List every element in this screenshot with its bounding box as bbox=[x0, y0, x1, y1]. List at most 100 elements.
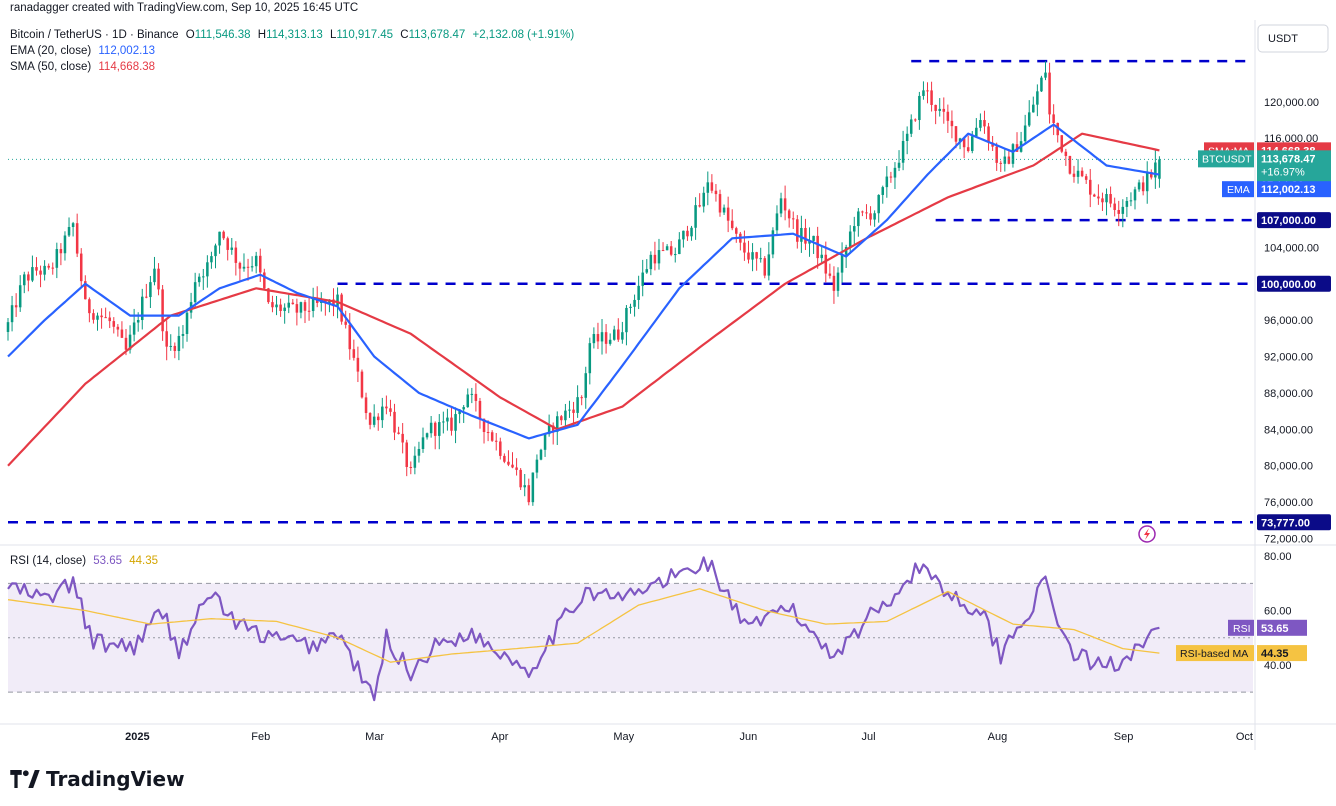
rsi-legend[interactable]: RSI (14, close) 53.65 44.35 bbox=[10, 554, 162, 568]
candle-body bbox=[397, 432, 400, 434]
level-tag bbox=[1257, 212, 1331, 229]
ema-legend-label: EMA (20, close) bbox=[10, 45, 92, 57]
candle-body bbox=[226, 238, 229, 250]
candle-body bbox=[751, 252, 754, 260]
candle-body bbox=[804, 227, 807, 244]
candle-body bbox=[108, 317, 111, 322]
candle-body bbox=[442, 421, 445, 423]
lightning-icon[interactable] bbox=[1138, 525, 1156, 543]
candle-body bbox=[828, 273, 832, 276]
candle-body bbox=[1003, 156, 1007, 164]
candle-body bbox=[975, 127, 978, 137]
candle-body bbox=[413, 455, 417, 468]
candle-body bbox=[633, 299, 636, 307]
candle-body bbox=[381, 406, 384, 421]
candle-body bbox=[470, 393, 474, 395]
candle-body bbox=[197, 276, 201, 283]
candle-body bbox=[909, 119, 913, 134]
level-tag-label: 100,000.00 bbox=[1261, 279, 1316, 291]
candle-body bbox=[307, 310, 311, 312]
candle-body bbox=[897, 162, 901, 168]
candle-body bbox=[401, 433, 404, 443]
candle-body bbox=[580, 397, 583, 399]
candle-body bbox=[755, 252, 758, 259]
candle-body bbox=[210, 256, 213, 263]
candle-body bbox=[100, 315, 103, 318]
candle-body bbox=[954, 126, 958, 142]
price-axis-label: 116,000.00 bbox=[1264, 133, 1318, 145]
btc-value-tag-label: 113,678.47 bbox=[1261, 153, 1315, 165]
candle-body bbox=[743, 242, 746, 253]
ema-legend[interactable]: EMA (20, close) 112,002.13 bbox=[10, 44, 159, 58]
rsi-name-tag-label: RSI bbox=[1233, 623, 1251, 635]
candle-body bbox=[136, 320, 140, 323]
candle-body bbox=[1141, 182, 1145, 192]
candle-body bbox=[938, 108, 941, 111]
candle-body bbox=[173, 345, 177, 351]
candle-body bbox=[519, 469, 522, 488]
candle-body bbox=[295, 304, 299, 313]
sma-legend[interactable]: SMA (50, close) 114,668.38 bbox=[10, 60, 159, 74]
candle-body bbox=[791, 218, 795, 220]
candle-body bbox=[116, 326, 120, 330]
candle-body bbox=[547, 425, 551, 435]
candle-body bbox=[92, 313, 95, 320]
candle-body bbox=[999, 162, 1003, 164]
candle-body bbox=[930, 90, 933, 105]
time-axis-label: May bbox=[613, 731, 634, 743]
candle-body bbox=[234, 247, 238, 263]
candle-body bbox=[763, 258, 767, 276]
candle-body bbox=[702, 192, 705, 207]
candle-body bbox=[39, 270, 42, 275]
candle-body bbox=[1129, 200, 1133, 202]
price-axis-label: 96,000.00 bbox=[1264, 315, 1313, 327]
rsi-band bbox=[8, 583, 1253, 693]
candle-body bbox=[18, 285, 22, 308]
candle-body bbox=[177, 335, 181, 351]
time-axis-label: Feb bbox=[251, 731, 270, 743]
candle-body bbox=[901, 140, 905, 163]
candle-body bbox=[1137, 182, 1141, 190]
candle-body bbox=[14, 305, 18, 308]
candle-body bbox=[588, 343, 592, 374]
candle-body bbox=[836, 272, 840, 291]
candle-body bbox=[1158, 159, 1161, 179]
candle-body bbox=[966, 147, 970, 152]
candle-body bbox=[905, 133, 909, 141]
rsi-legend-label: RSI (14, close) bbox=[10, 555, 87, 567]
candle-body bbox=[429, 422, 433, 434]
candle-body bbox=[1084, 176, 1088, 180]
candle-body bbox=[686, 230, 689, 237]
candle-body bbox=[682, 230, 685, 240]
rsi-ma-name-tag bbox=[1176, 645, 1254, 662]
candle-body bbox=[161, 289, 164, 332]
candle-body bbox=[665, 246, 669, 251]
candle-body bbox=[661, 250, 665, 252]
candle-body bbox=[523, 485, 526, 488]
candle-body bbox=[816, 235, 819, 259]
candle-body bbox=[250, 266, 254, 268]
candle-body bbox=[1044, 72, 1047, 78]
candle-body bbox=[889, 176, 893, 178]
candle-body bbox=[352, 349, 356, 358]
candle-body bbox=[299, 302, 303, 313]
candle-body bbox=[458, 409, 461, 415]
candle-body bbox=[291, 302, 295, 305]
time-axis-label: Oct bbox=[1236, 731, 1253, 743]
candle-body bbox=[348, 324, 352, 350]
candle-body bbox=[364, 397, 368, 414]
candle-body bbox=[861, 211, 864, 213]
candle-body bbox=[515, 467, 518, 470]
candle-body bbox=[1101, 198, 1104, 203]
tradingview-logo-icon bbox=[10, 770, 40, 788]
candle-body bbox=[454, 414, 457, 431]
time-axis-label: 2025 bbox=[125, 731, 149, 743]
candle-body bbox=[718, 194, 722, 213]
sma-legend-label: SMA (50, close) bbox=[10, 61, 92, 73]
candle-body bbox=[1060, 135, 1064, 152]
candle-body bbox=[730, 220, 734, 229]
candle-body bbox=[283, 307, 286, 311]
candle-body bbox=[726, 207, 730, 221]
candle-body bbox=[1040, 77, 1043, 92]
